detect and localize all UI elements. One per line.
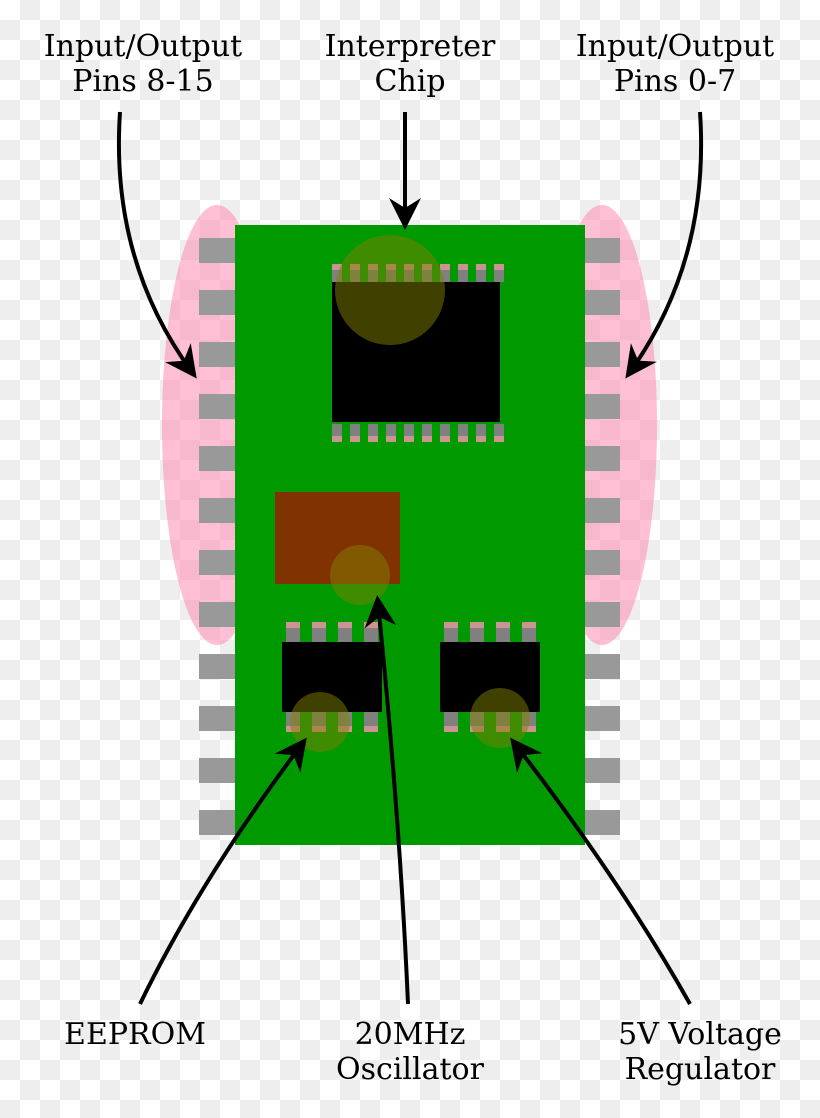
label-bottom-left: EEPROM [55,1018,215,1053]
label-top-left: Input/Output Pins 8-15 [33,30,253,99]
label-top-center: Interpreter Chip [305,30,515,99]
label-top-right: Input/Output Pins 0-7 [565,30,785,99]
diagram-svg [0,0,820,1118]
diagram-stage: Input/Output Pins 8-15 Interpreter Chip … [0,0,820,1118]
label-bottom-center: 20MHz Oscillator [310,1018,510,1087]
label-bottom-right: 5V Voltage Regulator [595,1018,805,1087]
